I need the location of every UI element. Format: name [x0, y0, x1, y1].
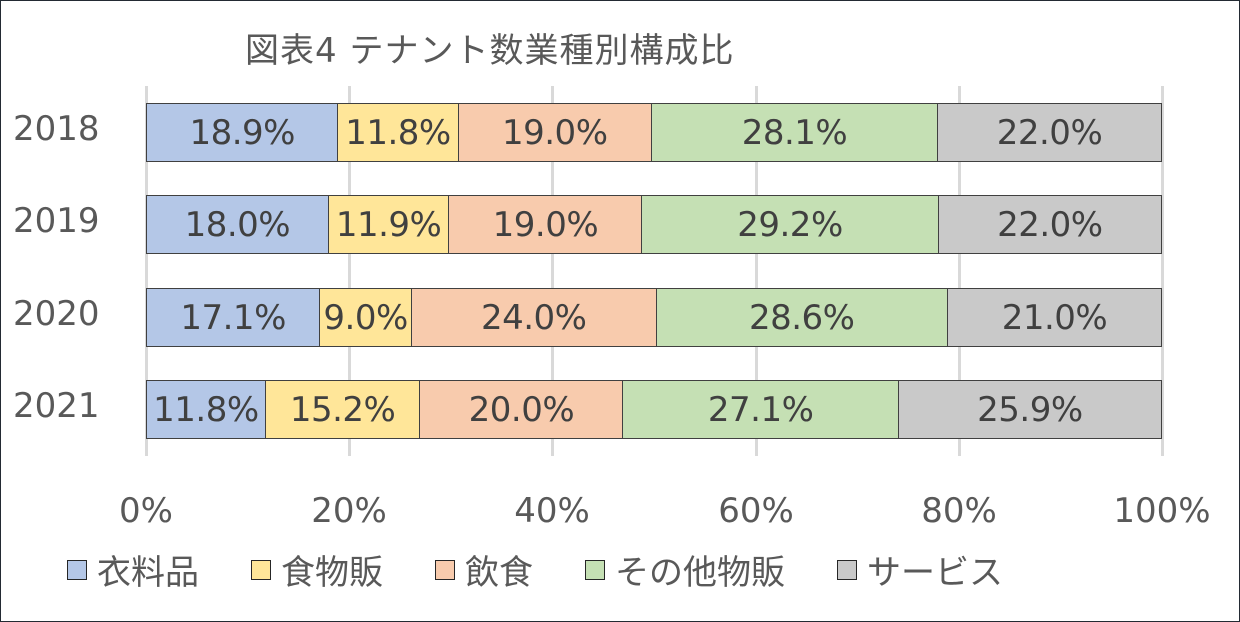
y-label-2020: 2020 — [13, 294, 100, 334]
x-tick-100: 100% — [1113, 491, 1211, 531]
bar-2018: 18.9% 11.8% 19.0% 28.1% 22.0% — [146, 103, 1162, 162]
y-label-2018: 2018 — [13, 109, 100, 149]
segment-food-retail: 11.8% — [338, 103, 459, 162]
segment-clothing: 18.9% — [146, 103, 339, 162]
legend-item-service: サービス — [837, 545, 1003, 594]
legend-label-food-retail: 食物販 — [281, 553, 383, 593]
x-tick-80: 80% — [921, 491, 997, 531]
chart-title: 図表4 テナント数業種別構成比 — [245, 31, 735, 71]
legend-swatch-restaurant — [435, 559, 455, 580]
gridline-40 — [551, 86, 555, 456]
legend-label-other-retail: その他物販 — [615, 553, 785, 593]
segment-restaurant: 20.0% — [420, 380, 624, 439]
segment-service: 25.9% — [898, 380, 1162, 439]
segment-service: 22.0% — [938, 103, 1162, 162]
legend-swatch-service — [837, 559, 857, 580]
segment-restaurant: 24.0% — [411, 288, 657, 347]
segment-food-retail: 9.0% — [320, 288, 412, 347]
bar-2019: 18.0% 11.9% 19.0% 29.2% 22.0% — [146, 195, 1162, 254]
legend-label-clothing: 衣料品 — [97, 553, 199, 593]
segment-food-retail: 15.2% — [265, 380, 421, 439]
bar-2021: 11.8% 15.2% 20.0% 27.1% 25.9% — [146, 380, 1162, 439]
x-tick-40: 40% — [514, 491, 590, 531]
segment-other-retail: 28.1% — [651, 103, 939, 162]
segment-other-retail: 27.1% — [623, 380, 899, 439]
segment-clothing: 17.1% — [146, 288, 321, 347]
gridline-20 — [348, 86, 352, 456]
segment-clothing: 11.8% — [146, 380, 266, 439]
legend-swatch-other-retail — [585, 559, 605, 580]
legend-item-other-retail: その他物販 — [585, 545, 785, 594]
legend-item-food-retail: 食物販 — [251, 545, 383, 594]
x-tick-20: 20% — [311, 491, 387, 531]
gridline-60 — [754, 86, 758, 456]
gridline-0 — [145, 86, 148, 456]
gridline-100 — [1161, 86, 1164, 456]
segment-food-retail: 11.9% — [328, 195, 450, 254]
legend-swatch-clothing — [67, 559, 87, 580]
legend-label-restaurant: 飲食 — [465, 553, 533, 593]
legend-item-clothing: 衣料品 — [67, 545, 199, 594]
y-label-2019: 2019 — [13, 201, 100, 241]
segment-service: 21.0% — [947, 288, 1162, 347]
segment-restaurant: 19.0% — [449, 195, 643, 254]
segment-restaurant: 19.0% — [458, 103, 652, 162]
y-label-2021: 2021 — [13, 386, 100, 426]
segment-other-retail: 28.6% — [656, 288, 948, 347]
segment-other-retail: 29.2% — [642, 195, 939, 254]
segment-clothing: 18.0% — [146, 195, 329, 254]
segment-service: 22.0% — [938, 195, 1162, 254]
plot-area: 18.9% 11.8% 19.0% 28.1% 22.0% 18.0% 11.9% 19.0… — [145, 86, 1164, 456]
x-tick-0: 0% — [119, 491, 173, 531]
x-tick-60: 60% — [718, 491, 794, 531]
legend: 衣料品 食物販 飲食 その他物販 サービス — [67, 545, 1055, 594]
legend-item-restaurant: 飲食 — [435, 545, 533, 594]
legend-swatch-food-retail — [251, 559, 271, 580]
gridline-80 — [957, 86, 961, 456]
legend-label-service: サービス — [867, 553, 1003, 593]
bar-2020: 17.1% 9.0% 24.0% 28.6% 21.0% — [146, 288, 1162, 347]
